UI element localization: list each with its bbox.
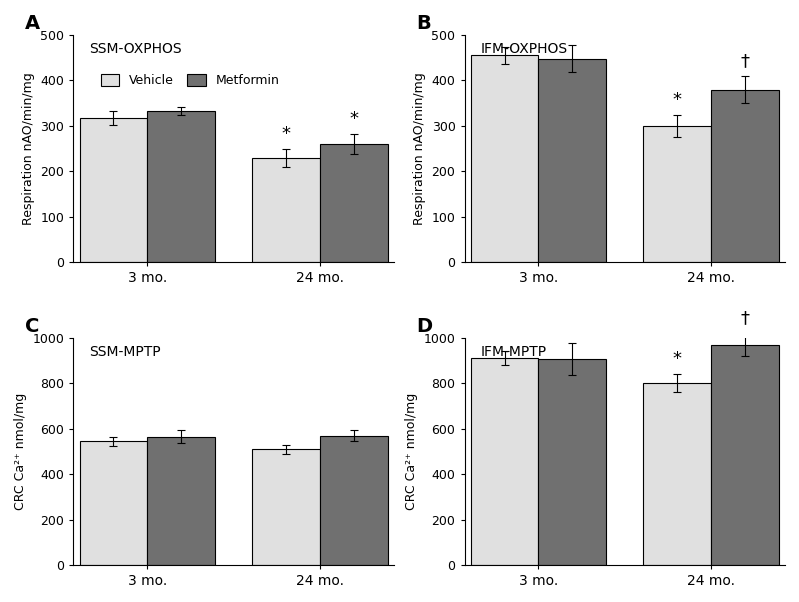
Bar: [320, 144, 388, 262]
Bar: [320, 435, 388, 565]
Bar: [147, 111, 215, 262]
Text: IFM-OXPHOS: IFM-OXPHOS: [480, 42, 567, 56]
Text: *: *: [673, 350, 682, 368]
Bar: [80, 441, 147, 565]
Text: †: †: [741, 52, 749, 70]
Bar: [252, 158, 320, 262]
Text: D: D: [416, 317, 432, 335]
Bar: [643, 383, 711, 565]
Y-axis label: Respiration nAO/min/mg: Respiration nAO/min/mg: [22, 72, 35, 225]
Text: C: C: [26, 317, 40, 335]
Text: *: *: [673, 91, 682, 109]
Text: *: *: [281, 125, 291, 143]
Bar: [539, 58, 606, 262]
Bar: [252, 449, 320, 565]
Y-axis label: Respiration nAO/min/mg: Respiration nAO/min/mg: [413, 72, 426, 225]
Legend: Vehicle, Metformin: Vehicle, Metformin: [96, 69, 284, 92]
Bar: [539, 359, 606, 565]
Y-axis label: CRC Ca²⁺ nmol/mg: CRC Ca²⁺ nmol/mg: [405, 393, 418, 510]
Text: SSM-OXPHOS: SSM-OXPHOS: [89, 42, 182, 56]
Text: IFM-MPTP: IFM-MPTP: [480, 344, 547, 359]
Bar: [471, 358, 539, 565]
Text: B: B: [416, 14, 431, 33]
Text: SSM-MPTP: SSM-MPTP: [89, 344, 161, 359]
Text: *: *: [349, 110, 359, 128]
Bar: [471, 55, 539, 262]
Text: †: †: [741, 309, 749, 327]
Y-axis label: CRC Ca²⁺ nmol/mg: CRC Ca²⁺ nmol/mg: [14, 393, 27, 510]
Bar: [147, 436, 215, 565]
Bar: [80, 118, 147, 262]
Bar: [711, 344, 779, 565]
Bar: [711, 90, 779, 262]
Bar: [643, 126, 711, 262]
Text: A: A: [26, 14, 41, 33]
